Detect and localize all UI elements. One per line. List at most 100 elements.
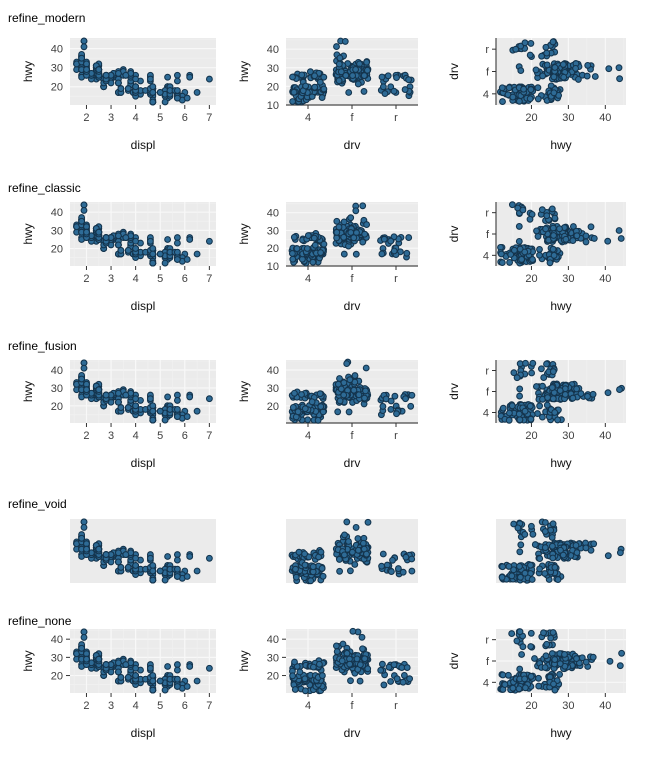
panel-svg: 20 30 40 rf 4 hwy drv bbox=[447, 38, 626, 152]
svg-text:30: 30 bbox=[51, 383, 63, 395]
x-axis-title: hwy bbox=[550, 299, 571, 313]
panel-svg: 4 f r 10 20 30 40 drv hwy bbox=[237, 37, 418, 152]
svg-text:r: r bbox=[394, 430, 398, 442]
svg-text:7: 7 bbox=[206, 112, 212, 124]
svg-text:40: 40 bbox=[599, 700, 611, 712]
svg-text:r: r bbox=[394, 700, 398, 712]
panel-svg: 4 f r 10 20 30 40 drv hwy bbox=[237, 201, 418, 313]
svg-text:6: 6 bbox=[182, 700, 188, 712]
svg-text:40: 40 bbox=[51, 207, 63, 219]
svg-text:20: 20 bbox=[525, 700, 537, 712]
panel-svg: 20 30 40 rf 4 hwy drv bbox=[447, 360, 626, 470]
svg-text:30: 30 bbox=[562, 430, 574, 442]
panel-svg: 20 30 40 rf 4 hwy drv bbox=[447, 200, 626, 313]
svg-text:2: 2 bbox=[83, 112, 89, 124]
row-title-refine_fusion: refine_fusion bbox=[8, 339, 77, 354]
row-title-refine_modern: refine_modern bbox=[8, 11, 86, 25]
row-title-refine_none: refine_none bbox=[8, 614, 72, 629]
svg-text:30: 30 bbox=[267, 63, 279, 75]
svg-text:3: 3 bbox=[108, 700, 114, 712]
panel-refine_fusion-col3: 20 30 40 r f 4 hwy drv bbox=[447, 307, 672, 475]
x-axis-title: displ bbox=[131, 299, 156, 313]
panel-refine_void-col2 bbox=[224, 461, 448, 629]
svg-text:4: 4 bbox=[483, 250, 489, 262]
svg-text:7: 7 bbox=[206, 700, 212, 712]
panel-svg: 4 f r 20 30 40 drv hwy bbox=[237, 628, 418, 740]
svg-text:f: f bbox=[350, 112, 354, 124]
svg-text:r: r bbox=[485, 44, 489, 56]
svg-text:6: 6 bbox=[182, 112, 188, 124]
x-axis-title: displ bbox=[131, 726, 156, 740]
svg-text:4: 4 bbox=[483, 408, 489, 420]
svg-text:20: 20 bbox=[267, 401, 279, 413]
svg-text:40: 40 bbox=[51, 44, 63, 56]
svg-text:4: 4 bbox=[305, 273, 311, 285]
svg-text:6: 6 bbox=[182, 273, 188, 285]
x-axis-title: drv bbox=[344, 299, 361, 313]
svg-text:30: 30 bbox=[562, 700, 574, 712]
svg-text:r: r bbox=[485, 635, 489, 647]
panel-svg: 2 3 4 5 6 7 20 30 40 displ hwy bbox=[21, 359, 216, 470]
svg-text:20: 20 bbox=[267, 243, 279, 255]
svg-text:f: f bbox=[486, 387, 490, 399]
panel-svg: 2 3 4 5 6 7 20 30 40 displ hwy bbox=[21, 201, 216, 313]
svg-text:r: r bbox=[394, 273, 398, 285]
x-axis-title: hwy bbox=[550, 726, 571, 740]
svg-text:30: 30 bbox=[267, 383, 279, 395]
row-title-refine_classic: refine_classic bbox=[8, 180, 81, 195]
svg-text:20: 20 bbox=[51, 82, 63, 94]
svg-text:f: f bbox=[350, 700, 354, 712]
svg-text:20: 20 bbox=[51, 243, 63, 255]
svg-text:f: f bbox=[486, 656, 490, 668]
svg-text:f: f bbox=[350, 273, 354, 285]
svg-text:r: r bbox=[485, 366, 489, 378]
panel-refine_none-col1: 2 3 4 5 6 7 20 30 40 displ hwy bbox=[0, 614, 224, 768]
svg-text:2: 2 bbox=[83, 273, 89, 285]
svg-text:f: f bbox=[486, 229, 490, 241]
svg-text:30: 30 bbox=[267, 653, 279, 665]
x-axis-title: hwy bbox=[550, 456, 571, 470]
y-axis-title: drv bbox=[447, 225, 461, 242]
svg-text:2: 2 bbox=[83, 430, 89, 442]
svg-text:40: 40 bbox=[267, 207, 279, 219]
panel-refine_void-col1 bbox=[0, 461, 224, 629]
x-axis-title: hwy bbox=[550, 138, 571, 152]
svg-text:10: 10 bbox=[267, 261, 279, 273]
svg-text:20: 20 bbox=[525, 112, 537, 124]
svg-text:5: 5 bbox=[157, 273, 163, 285]
svg-text:20: 20 bbox=[51, 401, 63, 413]
svg-text:30: 30 bbox=[562, 112, 574, 124]
panel-refine_modern-col2: 4 f r 10 20 30 40 drv hwy bbox=[224, 0, 448, 168]
svg-text:4: 4 bbox=[133, 430, 139, 442]
svg-text:4: 4 bbox=[305, 430, 311, 442]
svg-text:5: 5 bbox=[157, 700, 163, 712]
panel-refine_none-col2: 4 f r 20 30 40 drv hwy bbox=[224, 614, 448, 768]
y-axis-title: drv bbox=[447, 653, 461, 670]
y-axis-title: hwy bbox=[21, 223, 35, 244]
x-axis-title: displ bbox=[131, 138, 156, 152]
svg-text:30: 30 bbox=[51, 225, 63, 237]
panel-svg bbox=[496, 518, 626, 584]
svg-text:7: 7 bbox=[206, 273, 212, 285]
svg-text:4: 4 bbox=[483, 678, 489, 690]
svg-text:20: 20 bbox=[525, 430, 537, 442]
svg-text:30: 30 bbox=[267, 225, 279, 237]
panel-refine_fusion-col2: 4 f r 20 30 40 drv hwy bbox=[224, 307, 448, 475]
panel-refine_classic-col1: 2 3 4 5 6 7 20 30 40 displ hwy bbox=[0, 154, 224, 322]
svg-text:5: 5 bbox=[157, 430, 163, 442]
y-axis-title: hwy bbox=[237, 223, 251, 244]
svg-text:20: 20 bbox=[267, 671, 279, 683]
svg-text:40: 40 bbox=[51, 365, 63, 377]
svg-text:10: 10 bbox=[267, 100, 279, 112]
svg-text:20: 20 bbox=[51, 671, 63, 683]
svg-text:20: 20 bbox=[525, 273, 537, 285]
x-axis-title: drv bbox=[344, 726, 361, 740]
svg-text:3: 3 bbox=[108, 430, 114, 442]
y-axis-title: drv bbox=[447, 63, 461, 80]
svg-text:20: 20 bbox=[267, 81, 279, 93]
svg-text:5: 5 bbox=[157, 112, 163, 124]
panel-svg: 4 f r 20 30 40 drv hwy bbox=[237, 358, 418, 470]
panel-svg: 20 30 40 rf 4 hwy drv bbox=[447, 628, 626, 740]
y-axis-title: hwy bbox=[237, 651, 251, 672]
svg-text:40: 40 bbox=[267, 365, 279, 377]
